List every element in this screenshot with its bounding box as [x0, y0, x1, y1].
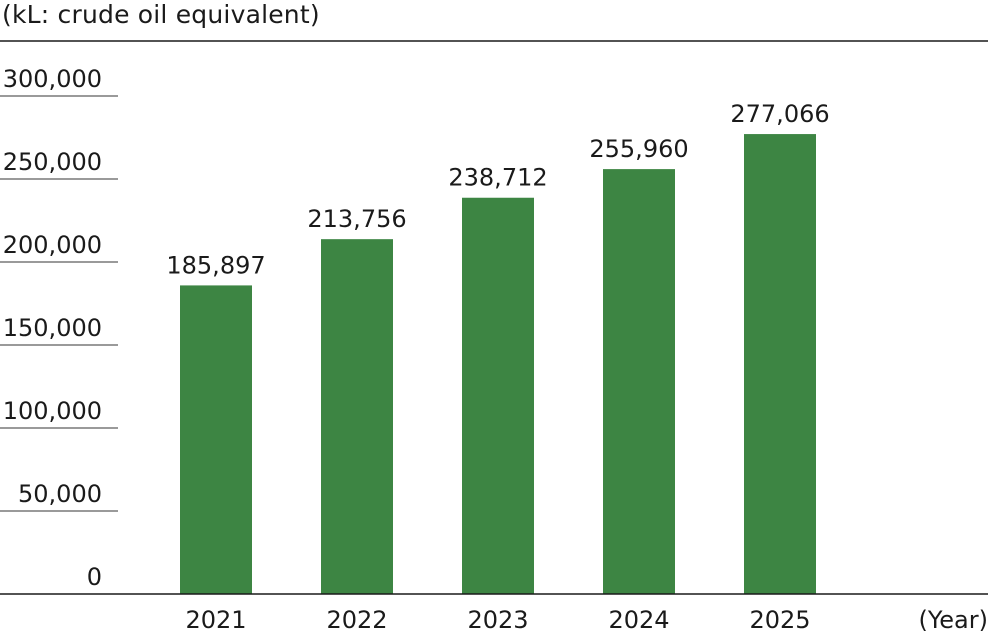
bar-value-label: 255,960	[589, 135, 688, 163]
y-axis: 0 50,000 100,000 150,000 200,000 250,000 300,0…	[0, 65, 118, 591]
bar-value-label: 277,066	[730, 100, 829, 128]
bar-value-label: 238,712	[448, 164, 547, 192]
y-tick-label: 150,000	[3, 314, 102, 342]
bar	[603, 169, 675, 595]
bar	[462, 197, 534, 594]
x-tick-label: 2024	[608, 606, 669, 634]
x-tick-label: 2022	[326, 606, 387, 634]
bars: 185,897 213,756 238,712 255,960 277,066	[166, 100, 830, 595]
x-tick-label: 2023	[467, 606, 528, 634]
x-unit-label: (Year)	[918, 606, 988, 634]
bar	[180, 285, 252, 594]
y-tick-label: 300,000	[3, 65, 102, 93]
y-tick-label: 0	[87, 563, 102, 591]
x-tick-label: 2021	[185, 606, 246, 634]
bar	[744, 134, 816, 594]
y-tick-label: 50,000	[18, 480, 102, 508]
bar	[321, 239, 393, 594]
y-tick-label: 100,000	[3, 397, 102, 425]
y-tick-label: 200,000	[3, 231, 102, 259]
unit-label: (kL: crude oil equivalent)	[2, 0, 320, 29]
x-tick-label: 2025	[749, 606, 810, 634]
bar-value-label: 213,756	[307, 205, 406, 233]
bar-value-label: 185,897	[166, 251, 265, 279]
x-axis: 2021 2022 2023 2024 2025	[185, 606, 810, 634]
y-tick-label: 250,000	[3, 148, 102, 176]
